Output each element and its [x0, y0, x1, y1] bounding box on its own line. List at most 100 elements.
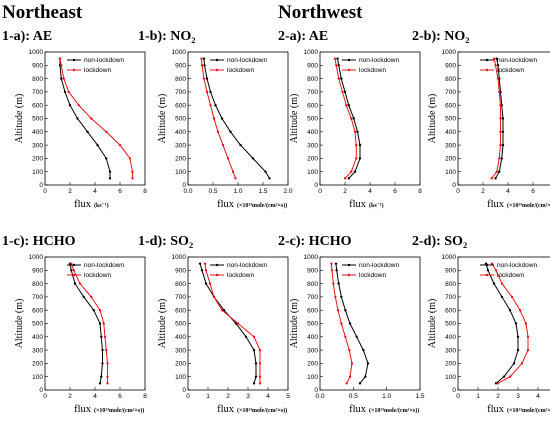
y-tick-label: 1000: [29, 254, 44, 261]
data-point-lockdown: [128, 157, 132, 160]
x-tick-label: 4: [368, 188, 372, 195]
legend-marker: [347, 263, 351, 267]
data-point-lockdown: [494, 64, 497, 67]
y-tick-label: 900: [307, 63, 318, 70]
x-axis-label: flux: [74, 404, 92, 415]
data-point-non-lockdown: [98, 382, 102, 385]
data-point-non-lockdown: [340, 77, 343, 80]
y-axis-label: Altitude (m): [427, 299, 438, 349]
x-tick-label: 2: [68, 188, 72, 195]
panel-title: 1-b): NO₂: [138, 29, 195, 44]
y-tick-label: 600: [307, 102, 318, 109]
y-tick-label: 0: [182, 182, 186, 189]
y-tick-label: 800: [445, 76, 456, 83]
data-point-non-lockdown: [254, 362, 258, 365]
data-point-non-lockdown: [343, 90, 347, 94]
data-point-lockdown: [212, 295, 216, 299]
y-tick-label: 300: [32, 142, 43, 149]
y-tick-label: 400: [32, 334, 43, 341]
legend-label: lockdown: [497, 272, 524, 279]
data-point-lockdown: [60, 64, 63, 67]
data-point-non-lockdown: [502, 375, 506, 378]
data-point-lockdown: [499, 143, 502, 147]
y-tick-label: 400: [307, 129, 318, 136]
x-tick-label: 0: [456, 393, 460, 400]
legend-label: non-lockdown: [359, 262, 399, 269]
series-line-non-lockdown: [59, 58, 111, 179]
x-axis-label: flux: [349, 404, 367, 415]
data-point-lockdown: [58, 57, 62, 60]
data-point-non-lockdown: [366, 362, 370, 365]
data-point-non-lockdown: [202, 57, 206, 60]
legend-marker: [485, 263, 489, 267]
data-point-non-lockdown: [198, 262, 202, 265]
data-point-non-lockdown: [252, 382, 256, 385]
data-point-non-lockdown: [508, 309, 512, 312]
data-point-non-lockdown: [492, 282, 496, 285]
data-point-lockdown: [205, 90, 209, 94]
data-point-non-lockdown: [98, 322, 102, 325]
y-tick-label: 1000: [29, 49, 44, 56]
data-point-lockdown: [355, 143, 358, 147]
data-point-non-lockdown: [362, 348, 365, 352]
data-point-non-lockdown: [100, 335, 103, 338]
data-point-lockdown: [131, 177, 134, 180]
x-axis-label: flux: [217, 199, 235, 210]
data-point-lockdown: [103, 335, 107, 338]
data-point-lockdown: [508, 375, 512, 378]
legend-label: lockdown: [227, 272, 254, 279]
data-point-lockdown: [332, 282, 335, 285]
data-point-non-lockdown: [76, 117, 79, 120]
x-tick-label: 4: [93, 188, 97, 195]
y-tick-label: 0: [314, 387, 318, 394]
data-point-non-lockdown: [334, 262, 338, 265]
y-tick-label: 700: [32, 89, 43, 96]
data-point-lockdown: [348, 348, 351, 352]
x-tick-label: 0.5: [349, 393, 358, 400]
data-point-lockdown: [340, 322, 343, 325]
data-point-non-lockdown: [92, 309, 95, 312]
legend-label: non-lockdown: [227, 262, 267, 269]
data-point-non-lockdown: [254, 375, 258, 378]
data-point-non-lockdown: [347, 177, 350, 180]
data-point-non-lockdown: [205, 77, 209, 80]
data-point-lockdown: [499, 130, 502, 133]
data-point-non-lockdown: [348, 322, 352, 325]
x-axis-unit: (×10¹³mole/(cm²×s)): [369, 407, 419, 414]
data-point-lockdown: [490, 177, 493, 180]
x-axis-label: flux: [349, 199, 367, 210]
x-tick-label: 0.0: [315, 393, 324, 400]
y-tick-label: 1000: [304, 49, 319, 56]
data-point-non-lockdown: [337, 282, 340, 285]
data-point-lockdown: [258, 362, 262, 365]
y-tick-label: 800: [175, 281, 186, 288]
x-tick-label: 1.0: [233, 188, 242, 195]
data-point-lockdown: [106, 362, 109, 365]
data-point-non-lockdown: [335, 269, 338, 272]
data-point-non-lockdown: [209, 90, 212, 94]
data-point-lockdown: [518, 309, 522, 312]
data-point-lockdown: [348, 375, 352, 378]
series-line-non-lockdown: [199, 263, 257, 384]
data-point-lockdown: [105, 348, 108, 352]
legend-label: non-lockdown: [84, 57, 124, 64]
legend-marker: [72, 263, 76, 267]
x-tick-label: 1.5: [415, 393, 424, 400]
data-point-non-lockdown: [494, 177, 497, 180]
data-point-lockdown: [333, 57, 337, 60]
x-tick-label: 6: [118, 188, 122, 195]
legend-marker: [347, 58, 351, 62]
y-tick-label: 0: [452, 387, 456, 394]
data-point-lockdown: [131, 170, 134, 173]
x-axis-label: flux: [487, 404, 505, 415]
data-point-lockdown: [98, 309, 102, 312]
data-point-lockdown: [499, 117, 502, 120]
x-tick-label: 0: [43, 188, 47, 195]
y-tick-label: 900: [445, 268, 456, 275]
data-point-lockdown: [355, 157, 358, 160]
data-point-lockdown: [72, 269, 75, 272]
data-point-non-lockdown: [496, 64, 500, 67]
series-line-non-lockdown: [337, 58, 361, 179]
data-point-lockdown: [350, 362, 354, 365]
